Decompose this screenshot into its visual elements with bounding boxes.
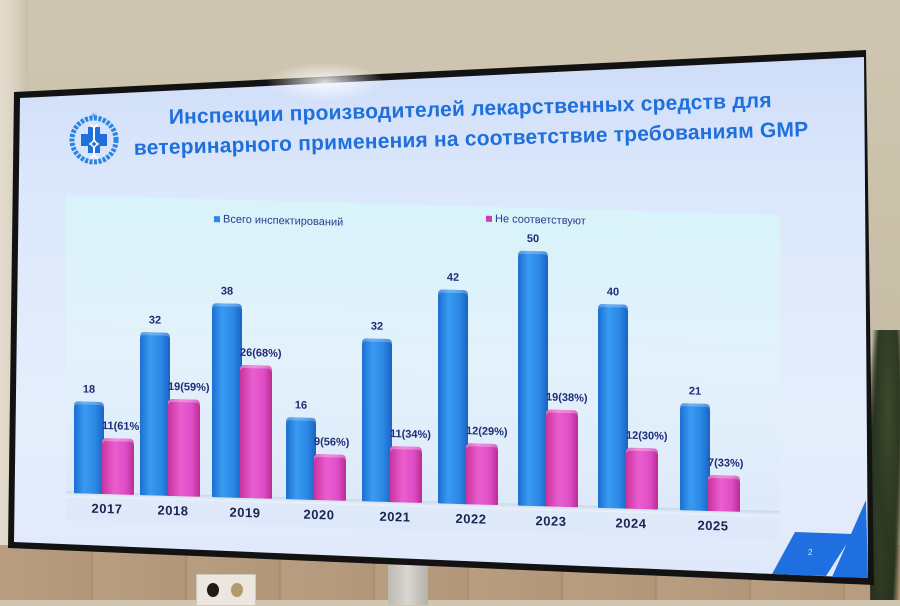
value-label-noncompliant: 19(38%) xyxy=(546,391,588,405)
bar-total-2024 xyxy=(598,303,628,509)
page-number: 2 xyxy=(808,548,813,557)
value-label-total: 32 xyxy=(148,314,162,327)
x-axis-label: 2023 xyxy=(535,513,567,529)
x-axis-label: 2020 xyxy=(303,506,335,523)
value-label-total: 32 xyxy=(370,320,384,333)
bar-total-2025 xyxy=(680,403,710,511)
vet-pharma-logo-icon: ✳ xyxy=(66,110,122,166)
bar-total-2018 xyxy=(140,331,170,496)
value-label-noncompliant: 12(29%) xyxy=(466,424,508,439)
value-label-total: 50 xyxy=(526,232,540,246)
bar-total-2022 xyxy=(438,289,468,505)
bar-total-2020 xyxy=(286,417,316,500)
x-axis-label: 2018 xyxy=(157,502,189,519)
x-axis-label: 2019 xyxy=(229,504,261,521)
bar-noncompliant-2024 xyxy=(626,447,658,510)
bar-noncompliant-2025 xyxy=(708,475,740,512)
bar-total-2021 xyxy=(362,338,392,503)
bar-group-2024: 40 12(30%) 2024 xyxy=(598,238,678,531)
value-label-noncompliant: 11(61%) xyxy=(102,419,143,434)
value-label-total: 18 xyxy=(82,383,96,397)
legend-label-noncompliant: Не соответствуют xyxy=(495,212,586,228)
bar-group-2021: 32 11(34%) 2021 xyxy=(362,231,442,525)
svg-text:✳: ✳ xyxy=(90,111,98,121)
x-axis-label: 2024 xyxy=(615,515,647,532)
x-axis-label: 2025 xyxy=(697,517,729,534)
bar-total-2023 xyxy=(518,250,548,507)
value-label-noncompliant: 26(68%) xyxy=(240,347,282,361)
value-label-noncompliant: 9(56%) xyxy=(314,436,350,450)
value-label-noncompliant: 11(34%) xyxy=(390,427,431,442)
bar-group-2023: 50 19(38%) 2023 xyxy=(518,232,598,529)
value-label-total: 16 xyxy=(294,399,308,413)
legend-item-noncompliant: Не соответствуют xyxy=(486,213,586,228)
bar-group-2020: 16 9(56%) 2020 xyxy=(286,229,366,522)
value-label-noncompliant: 19(59%) xyxy=(168,380,210,395)
chart-plot-area: Всего инспектирований Не соответствуют 1… xyxy=(66,195,780,540)
bar-group-2022: 42 12(29%) 2022 xyxy=(438,233,518,527)
bar-total-2017 xyxy=(74,401,104,495)
bar-noncompliant-2017 xyxy=(102,437,134,495)
bar-group-2018: 32 19(59%) 2018 xyxy=(140,225,220,518)
value-label-total: 40 xyxy=(606,286,620,299)
value-label-total: 21 xyxy=(688,385,702,398)
bar-noncompliant-2019 xyxy=(240,365,272,499)
bar-group-2025: 21 7(33%) 2025 xyxy=(680,240,760,534)
bar-noncompliant-2020 xyxy=(314,454,346,501)
legend-swatch-magenta xyxy=(486,215,492,222)
value-label-total: 38 xyxy=(220,285,234,298)
bar-noncompliant-2022 xyxy=(466,442,498,506)
bar-noncompliant-2018 xyxy=(168,398,200,497)
bar-group-2019: 38 26(68%) 2019 xyxy=(212,227,292,520)
legend-item-total: Всего инспектирований xyxy=(214,213,343,229)
value-label-noncompliant: 7(33%) xyxy=(708,457,744,471)
x-axis-label: 2017 xyxy=(91,500,123,517)
tv-stand xyxy=(388,565,428,605)
x-axis-label: 2021 xyxy=(379,508,411,525)
bar-noncompliant-2023 xyxy=(546,409,578,508)
screen-glare xyxy=(265,62,385,102)
value-label-noncompliant: 12(30%) xyxy=(626,429,668,443)
bar-noncompliant-2021 xyxy=(390,445,422,503)
bar-total-2019 xyxy=(212,303,242,498)
legend-label-total: Всего инспектирований xyxy=(223,213,344,229)
x-axis-label: 2022 xyxy=(455,510,487,527)
value-label-total: 42 xyxy=(446,271,460,284)
legend-swatch-blue xyxy=(214,216,220,223)
plant xyxy=(870,330,900,600)
